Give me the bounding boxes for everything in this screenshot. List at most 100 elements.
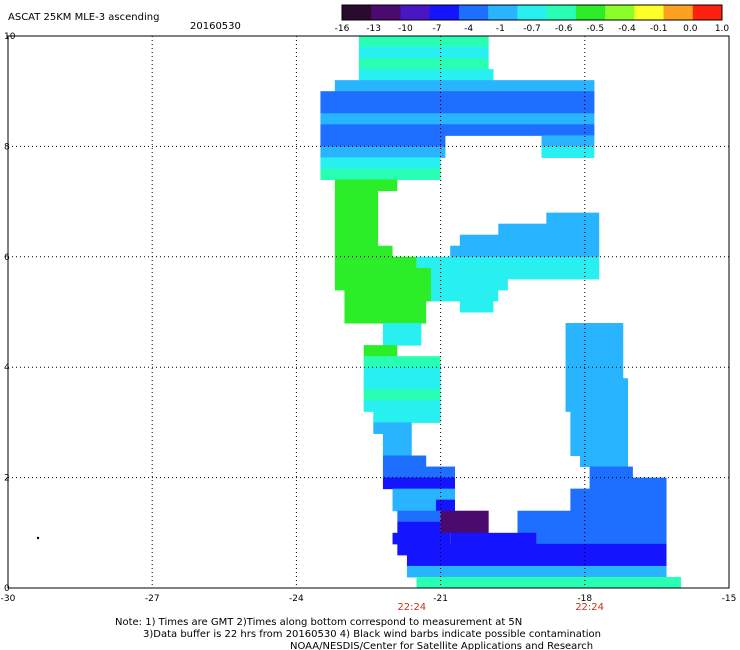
swath-row bbox=[430, 267, 600, 280]
colorbar-label: -0.5 bbox=[587, 24, 605, 34]
x-tick-label: -18 bbox=[577, 594, 592, 604]
colorbar-swatch bbox=[429, 5, 460, 20]
swath-row bbox=[334, 234, 379, 247]
swath-row bbox=[541, 146, 595, 158]
colorbar-swatch bbox=[546, 5, 577, 20]
note-line-3: NOAA/NESDIS/Center for Satellite Applica… bbox=[290, 641, 593, 650]
swath-row bbox=[320, 91, 595, 103]
swath-row bbox=[334, 245, 393, 258]
swath-row bbox=[382, 466, 456, 479]
swath-row bbox=[450, 245, 600, 258]
swath-row bbox=[416, 576, 681, 589]
swath-row bbox=[392, 499, 436, 512]
swath-row bbox=[459, 300, 494, 313]
swath-row bbox=[570, 411, 629, 423]
swath-row bbox=[320, 102, 595, 114]
plot-frame bbox=[7, 35, 730, 589]
x-tick-label: -21 bbox=[433, 594, 448, 604]
swath-row bbox=[358, 58, 489, 70]
colorbar-label: 0.0 bbox=[683, 24, 698, 34]
colorbar-label: -1 bbox=[496, 24, 505, 34]
swath-row bbox=[570, 422, 629, 434]
swath-row bbox=[363, 378, 441, 390]
swath-row bbox=[382, 477, 456, 490]
colorbar-label: -0.6 bbox=[555, 24, 573, 34]
swath-row bbox=[541, 135, 595, 147]
swath-row bbox=[320, 113, 595, 125]
time-labels: 22:24 22:24 bbox=[397, 602, 604, 613]
colorbar-swatch bbox=[575, 5, 606, 20]
swath-row bbox=[406, 565, 667, 578]
swath-row bbox=[589, 477, 667, 490]
y-tick-label: 8 bbox=[4, 142, 10, 152]
swath-row bbox=[546, 212, 600, 225]
time-label: 22:24 bbox=[575, 602, 604, 613]
swath-row bbox=[570, 433, 629, 445]
swath-row bbox=[565, 378, 629, 390]
swath-row bbox=[579, 455, 629, 468]
swath-row bbox=[382, 334, 422, 346]
swath-row bbox=[565, 367, 624, 379]
swath-row bbox=[363, 345, 398, 357]
colorbar-label: -16 bbox=[335, 24, 350, 34]
y-tick-label: 4 bbox=[4, 363, 10, 373]
swath-row bbox=[334, 80, 595, 92]
swath-row bbox=[358, 69, 494, 81]
grid-lines bbox=[8, 36, 729, 588]
x-tick-label: -27 bbox=[145, 594, 160, 604]
swath-row bbox=[498, 223, 600, 236]
swath-row bbox=[565, 334, 624, 346]
swath-row bbox=[363, 389, 441, 401]
swath-row bbox=[320, 124, 595, 136]
swath-row bbox=[334, 223, 379, 236]
swath-row bbox=[565, 356, 624, 368]
y-axis: 0 2 4 6 8 10 bbox=[4, 32, 16, 594]
colorbar-label: -0.7 bbox=[523, 24, 541, 34]
swath-row bbox=[517, 521, 667, 534]
swath-row bbox=[382, 323, 422, 335]
swath-row bbox=[373, 422, 412, 434]
swath-row bbox=[440, 521, 489, 534]
swath-row bbox=[565, 323, 624, 335]
swath-row bbox=[435, 499, 456, 512]
data-swath bbox=[320, 36, 681, 589]
colorbar-swatch bbox=[663, 5, 694, 20]
chart-title: ASCAT 25KM MLE-3 ascending bbox=[8, 12, 159, 23]
swath-row bbox=[392, 532, 451, 545]
colorbar-swatch bbox=[692, 5, 723, 20]
swath-row bbox=[358, 36, 489, 48]
swath-row bbox=[570, 488, 667, 501]
swath-row bbox=[382, 455, 427, 468]
swath-row bbox=[536, 532, 667, 545]
swath-row bbox=[406, 554, 667, 567]
swath-row bbox=[565, 389, 629, 401]
swath-row bbox=[320, 135, 446, 147]
swath-row bbox=[517, 510, 667, 523]
time-label: 22:24 bbox=[397, 602, 426, 613]
swath-row bbox=[397, 521, 441, 534]
chart-date: 20160530 bbox=[190, 21, 241, 32]
swath-row bbox=[430, 289, 499, 302]
swath-row bbox=[334, 190, 379, 203]
note-line-2: 3)Data buffer is 22 hrs from 20160530 4)… bbox=[143, 629, 601, 640]
x-tick-label: -24 bbox=[289, 594, 304, 604]
x-axis: -30 -27 -24 -21 -18 -15 bbox=[1, 594, 737, 604]
swath-row bbox=[363, 400, 441, 412]
swath-row bbox=[363, 367, 441, 379]
colorbar-label: -0.1 bbox=[650, 24, 668, 34]
swath-row bbox=[570, 499, 667, 512]
colorbar-swatch bbox=[458, 5, 489, 20]
colorbar-swatch bbox=[400, 5, 431, 20]
colorbar-label: -4 bbox=[464, 24, 473, 34]
swath-row bbox=[450, 532, 537, 545]
swath-row bbox=[320, 168, 441, 181]
swath-row bbox=[334, 179, 398, 192]
swath-row bbox=[416, 256, 600, 269]
swath-row bbox=[358, 47, 489, 59]
y-tick-label: 2 bbox=[4, 474, 10, 484]
colorbar-label: -13 bbox=[366, 24, 381, 34]
swath-row bbox=[363, 356, 441, 368]
swath-row bbox=[334, 267, 431, 280]
x-tick-label: -15 bbox=[722, 594, 737, 604]
